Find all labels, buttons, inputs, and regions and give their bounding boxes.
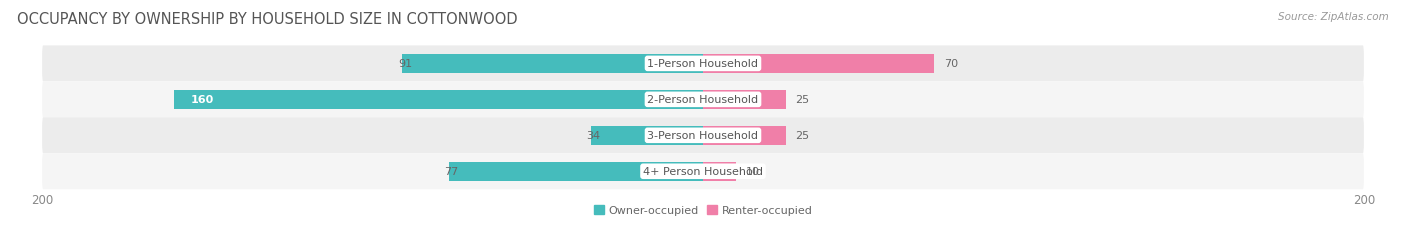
FancyBboxPatch shape bbox=[42, 118, 1364, 154]
Text: 25: 25 bbox=[796, 131, 810, 141]
Text: 2-Person Household: 2-Person Household bbox=[647, 95, 759, 105]
Text: 4+ Person Household: 4+ Person Household bbox=[643, 167, 763, 176]
Text: 70: 70 bbox=[945, 59, 959, 69]
Bar bbox=[703, 126, 786, 145]
Legend: Owner-occupied, Renter-occupied: Owner-occupied, Renter-occupied bbox=[593, 205, 813, 215]
Bar bbox=[703, 91, 786, 109]
Text: Source: ZipAtlas.com: Source: ZipAtlas.com bbox=[1278, 12, 1389, 21]
FancyBboxPatch shape bbox=[42, 154, 1364, 189]
Text: 91: 91 bbox=[398, 59, 412, 69]
FancyBboxPatch shape bbox=[42, 46, 1364, 82]
Text: 1-Person Household: 1-Person Household bbox=[648, 59, 758, 69]
Text: OCCUPANCY BY OWNERSHIP BY HOUSEHOLD SIZE IN COTTONWOOD: OCCUPANCY BY OWNERSHIP BY HOUSEHOLD SIZE… bbox=[17, 12, 517, 27]
Text: 3-Person Household: 3-Person Household bbox=[648, 131, 758, 141]
Bar bbox=[591, 126, 703, 145]
Text: 10: 10 bbox=[747, 167, 761, 176]
Bar bbox=[449, 162, 703, 181]
Bar bbox=[402, 55, 703, 73]
Bar bbox=[703, 162, 737, 181]
FancyBboxPatch shape bbox=[42, 82, 1364, 118]
Bar bbox=[174, 91, 703, 109]
Text: 34: 34 bbox=[586, 131, 600, 141]
Text: 25: 25 bbox=[796, 95, 810, 105]
Bar bbox=[703, 55, 934, 73]
Text: 77: 77 bbox=[444, 167, 458, 176]
Text: 160: 160 bbox=[191, 95, 214, 105]
